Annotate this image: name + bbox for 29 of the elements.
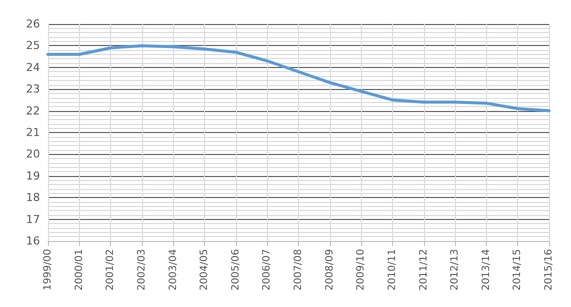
y-tick-label: 23	[26, 82, 40, 96]
x-tick-label: 2007/08	[293, 249, 304, 291]
x-tick-label: 2005/06	[230, 249, 242, 291]
x-tick-label: 2015/16	[544, 249, 554, 291]
x-tick-label: 2003/04	[168, 249, 179, 291]
y-tick-label: 24	[26, 60, 40, 74]
x-tick-label: 2000/01	[74, 249, 85, 291]
y-tick-label: 20	[26, 148, 40, 161]
line-series	[46, 44, 550, 112]
y-tick-label: 17	[26, 212, 40, 226]
x-tick-label: 2010/11	[386, 249, 398, 291]
y-tick-label: 22	[26, 104, 40, 118]
y-tick-label: 18	[26, 191, 40, 204]
x-tick-label: 2001/02	[105, 249, 116, 291]
y-tick-label: 25	[26, 39, 40, 52]
y-tick-label: 26	[26, 18, 40, 30]
x-tick-label: 2006/07	[262, 249, 273, 291]
x-tick-label: 2012/13	[450, 249, 461, 291]
x-tick-label: 2014/15	[512, 249, 524, 291]
y-tick-label: 19	[26, 169, 40, 182]
x-tick-label: 2013/14	[480, 249, 492, 291]
x-tick-label: 1999/00	[42, 249, 54, 291]
x-tick-label: 2004/05	[199, 249, 210, 291]
y-tick-label: 21	[26, 126, 40, 139]
x-tick-label: 2008/09	[324, 249, 336, 291]
x-tick-label: 2011/12	[418, 249, 430, 291]
y-tick-label: 16	[26, 234, 40, 248]
x-tick-label: 2009/10	[356, 249, 367, 291]
x-tick-label: 2002/03	[136, 249, 148, 291]
